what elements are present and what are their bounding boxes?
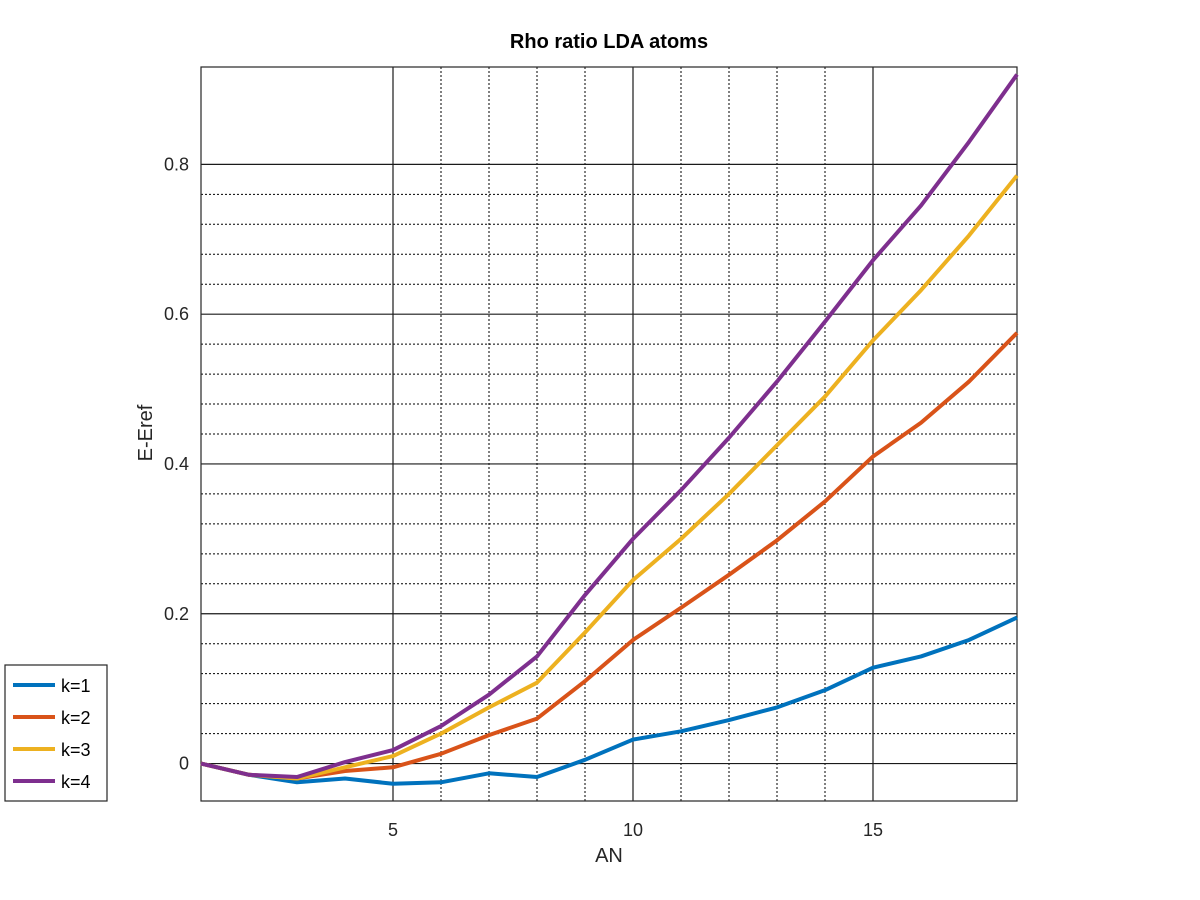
axes (200, 66, 1018, 802)
legend-label-k=4: k=4 (61, 772, 91, 792)
series-lines (200, 73, 1019, 786)
x-axis-label: AN (595, 845, 623, 867)
y-tick-label: 0.8 (164, 154, 189, 174)
tick-labels: 5 10 15 0 0.2 0.4 0.6 0.8 (164, 154, 883, 840)
y-axis-label: E-Eref (135, 404, 157, 461)
chart-title: Rho ratio LDA atoms (510, 31, 708, 53)
y-tick-label: 0.4 (164, 454, 189, 474)
legend: k=1 k=2 k=3 k=4 (4, 664, 108, 802)
legend-label-k=1: k=1 (61, 676, 91, 696)
y-tick-label: 0.6 (164, 304, 189, 324)
legend-box (4, 664, 108, 802)
series-line-k=2 (200, 331, 1019, 781)
legend-label-k=2: k=2 (61, 708, 91, 728)
grid (201, 67, 1017, 801)
series-line-k=4 (200, 73, 1019, 780)
x-tick-label: 5 (388, 820, 398, 840)
y-tick-label: 0 (179, 754, 189, 774)
legend-label-k=3: k=3 (61, 740, 91, 760)
x-tick-label: 10 (623, 820, 643, 840)
y-tick-label: 0.2 (164, 604, 189, 624)
x-tick-label: 15 (863, 820, 883, 840)
axes-box (200, 66, 1018, 802)
series-line-k=3 (200, 174, 1019, 781)
series-line-k=1 (200, 615, 1018, 786)
